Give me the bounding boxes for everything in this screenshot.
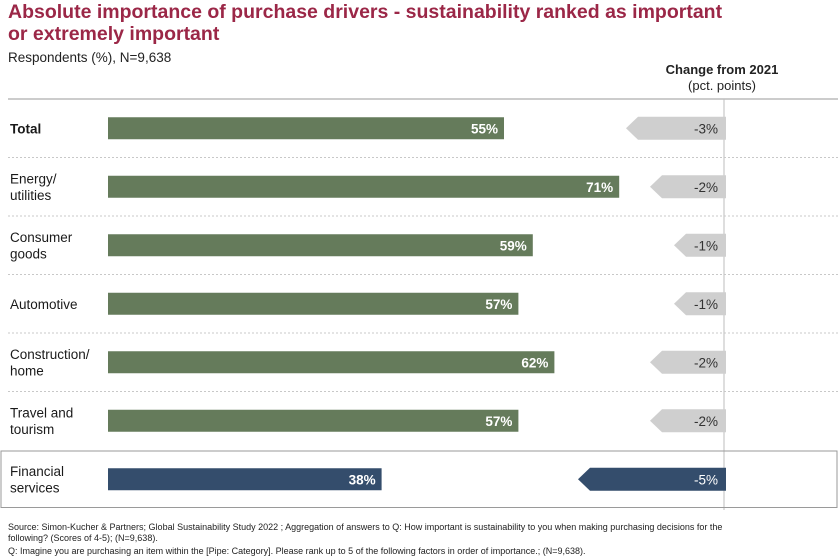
change-arrow — [626, 116, 726, 140]
category-label: Consumer goods — [10, 230, 73, 262]
chart-title-line-1: Absolute importance of purchase drivers … — [8, 1, 723, 23]
bar-value-label: 38% — [349, 472, 376, 487]
category-label: Automotive — [10, 297, 78, 312]
question-footnote: Q: Imagine you are purchasing an item wi… — [8, 546, 586, 556]
category-label: Travel and tourism — [10, 406, 73, 438]
bar-value-label: 62% — [521, 355, 548, 370]
category-label: Energy/utilities — [10, 172, 57, 204]
source-footnote-line-1: Source: Simon-Kucher & Partners; Global … — [8, 522, 723, 532]
change-arrow — [674, 233, 726, 257]
bar-value-label: 55% — [471, 121, 498, 136]
change-arrow — [650, 175, 726, 199]
change-value-label: -5% — [694, 472, 718, 487]
change-arrow — [578, 467, 726, 491]
change-column-title: Change from 2021 — [665, 62, 779, 77]
change-value-label: -1% — [694, 238, 718, 253]
category-label: Construction/home — [10, 347, 90, 379]
change-column-unit: (pct. points) — [688, 78, 756, 93]
change-value-label: -1% — [694, 297, 718, 312]
bar-value-label: 71% — [586, 180, 613, 195]
change-value-label: -2% — [694, 414, 718, 429]
bar-value-label: 57% — [485, 414, 512, 429]
bar-chart: Total 55% -3% Energy/utilities 71% -2% Consume… — [0, 98, 838, 510]
bar — [108, 117, 504, 140]
bar — [108, 351, 555, 374]
change-arrow — [650, 350, 726, 374]
highlight-row-box — [0, 450, 838, 508]
category-label: Financial services — [10, 464, 64, 496]
change-value-label: -2% — [694, 180, 718, 195]
bar — [108, 234, 533, 257]
bar — [108, 409, 519, 432]
chart-subtitle: Respondents (%), N=9,638 — [8, 50, 172, 65]
bar-value-label: 57% — [485, 297, 512, 312]
category-label: Total — [10, 121, 41, 136]
chart-title: Absolute importance of purchase drivers … — [8, 1, 828, 45]
source-footnote-line-2: following? (Scores of 4-5); (N=9,638). — [8, 533, 158, 543]
bar — [108, 468, 382, 491]
change-value-label: -2% — [694, 355, 718, 370]
bar — [108, 292, 519, 315]
bar-value-label: 59% — [500, 238, 527, 253]
source-footnote: Source: Simon-Kucher & Partners; Global … — [8, 522, 833, 544]
change-arrow — [674, 292, 726, 316]
bar — [108, 175, 620, 198]
chart-title-line-2: or extremely important — [8, 23, 220, 45]
change-arrow — [650, 409, 726, 433]
change-value-label: -3% — [694, 121, 718, 136]
